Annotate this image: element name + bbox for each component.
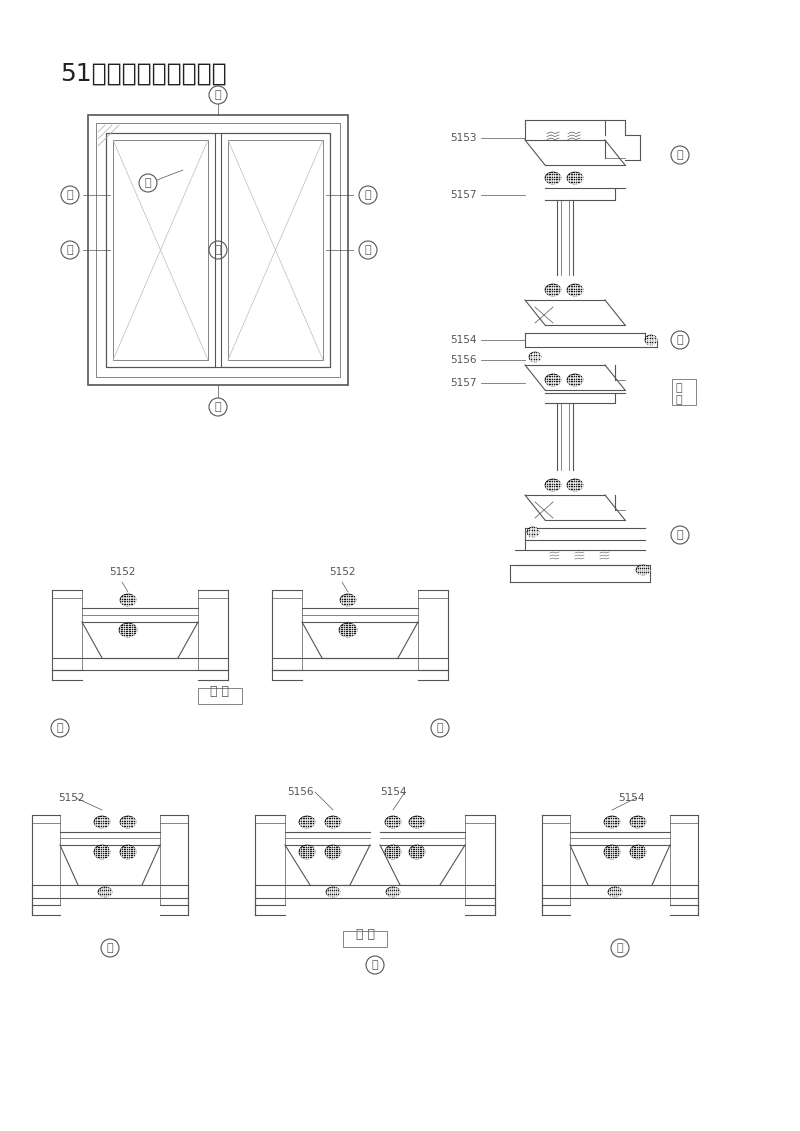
Text: ⑦: ⑦ <box>677 335 683 345</box>
Ellipse shape <box>385 815 401 828</box>
Ellipse shape <box>340 594 356 606</box>
Ellipse shape <box>545 284 561 296</box>
Bar <box>228 140 323 360</box>
Text: 5157: 5157 <box>450 378 477 388</box>
Ellipse shape <box>409 815 425 828</box>
Text: 外: 外 <box>675 395 682 405</box>
Text: 5154: 5154 <box>380 787 406 797</box>
Text: ③: ③ <box>66 245 74 254</box>
Ellipse shape <box>527 527 539 537</box>
Text: 5154: 5154 <box>450 335 477 345</box>
Text: 室 外: 室 外 <box>210 685 230 698</box>
Text: 5157: 5157 <box>450 190 477 200</box>
Text: 5152: 5152 <box>58 793 85 803</box>
Ellipse shape <box>325 845 341 860</box>
Ellipse shape <box>326 887 340 897</box>
Ellipse shape <box>120 815 136 828</box>
Ellipse shape <box>604 815 620 828</box>
Ellipse shape <box>636 566 650 575</box>
Bar <box>343 931 387 947</box>
Ellipse shape <box>608 887 622 897</box>
Text: 51系列外平开窗结构图: 51系列外平开窗结构图 <box>60 62 226 86</box>
Ellipse shape <box>299 815 315 828</box>
Text: 5154: 5154 <box>618 793 645 803</box>
Text: ⑤: ⑤ <box>617 943 623 953</box>
Ellipse shape <box>325 815 341 828</box>
Ellipse shape <box>567 374 583 386</box>
Ellipse shape <box>630 845 646 860</box>
Text: 5156: 5156 <box>450 355 477 365</box>
Ellipse shape <box>120 845 136 860</box>
Ellipse shape <box>339 623 357 637</box>
Text: 5152: 5152 <box>109 567 135 577</box>
Text: ⑧: ⑧ <box>677 530 683 539</box>
Bar <box>88 115 348 385</box>
Text: ③: ③ <box>106 943 114 953</box>
Bar <box>672 379 696 405</box>
Ellipse shape <box>98 887 112 897</box>
Ellipse shape <box>630 815 646 828</box>
Ellipse shape <box>385 845 401 860</box>
Text: ⑥: ⑥ <box>214 90 222 100</box>
Ellipse shape <box>386 887 400 897</box>
Ellipse shape <box>545 480 561 491</box>
Ellipse shape <box>94 845 110 860</box>
Text: ②: ② <box>365 190 371 200</box>
Ellipse shape <box>567 172 583 184</box>
Text: ⑦: ⑦ <box>145 178 151 188</box>
Text: ⑥: ⑥ <box>677 150 683 159</box>
Bar <box>198 688 242 703</box>
Bar <box>221 133 330 366</box>
Text: 5153: 5153 <box>450 133 477 143</box>
Ellipse shape <box>299 845 315 860</box>
Ellipse shape <box>645 335 657 345</box>
Ellipse shape <box>567 480 583 491</box>
Text: ④: ④ <box>372 960 378 970</box>
Text: 5152: 5152 <box>329 567 355 577</box>
Ellipse shape <box>119 623 137 637</box>
Ellipse shape <box>409 845 425 860</box>
Text: 室: 室 <box>675 383 682 392</box>
Text: ①: ① <box>66 190 74 200</box>
Ellipse shape <box>529 352 541 362</box>
Text: 室 外: 室 外 <box>355 929 374 941</box>
Ellipse shape <box>94 815 110 828</box>
Ellipse shape <box>120 594 136 606</box>
Bar <box>106 133 330 366</box>
Text: ⑤: ⑤ <box>365 245 371 254</box>
Bar <box>106 133 215 366</box>
Ellipse shape <box>604 845 620 860</box>
Text: ①: ① <box>57 723 63 733</box>
Text: ④: ④ <box>214 245 222 254</box>
Bar <box>113 140 208 360</box>
Text: ②: ② <box>437 723 443 733</box>
Text: 5156: 5156 <box>287 787 314 797</box>
Bar <box>96 123 340 377</box>
Ellipse shape <box>545 374 561 386</box>
Ellipse shape <box>545 172 561 184</box>
Text: ⑧: ⑧ <box>214 402 222 412</box>
Ellipse shape <box>567 284 583 296</box>
